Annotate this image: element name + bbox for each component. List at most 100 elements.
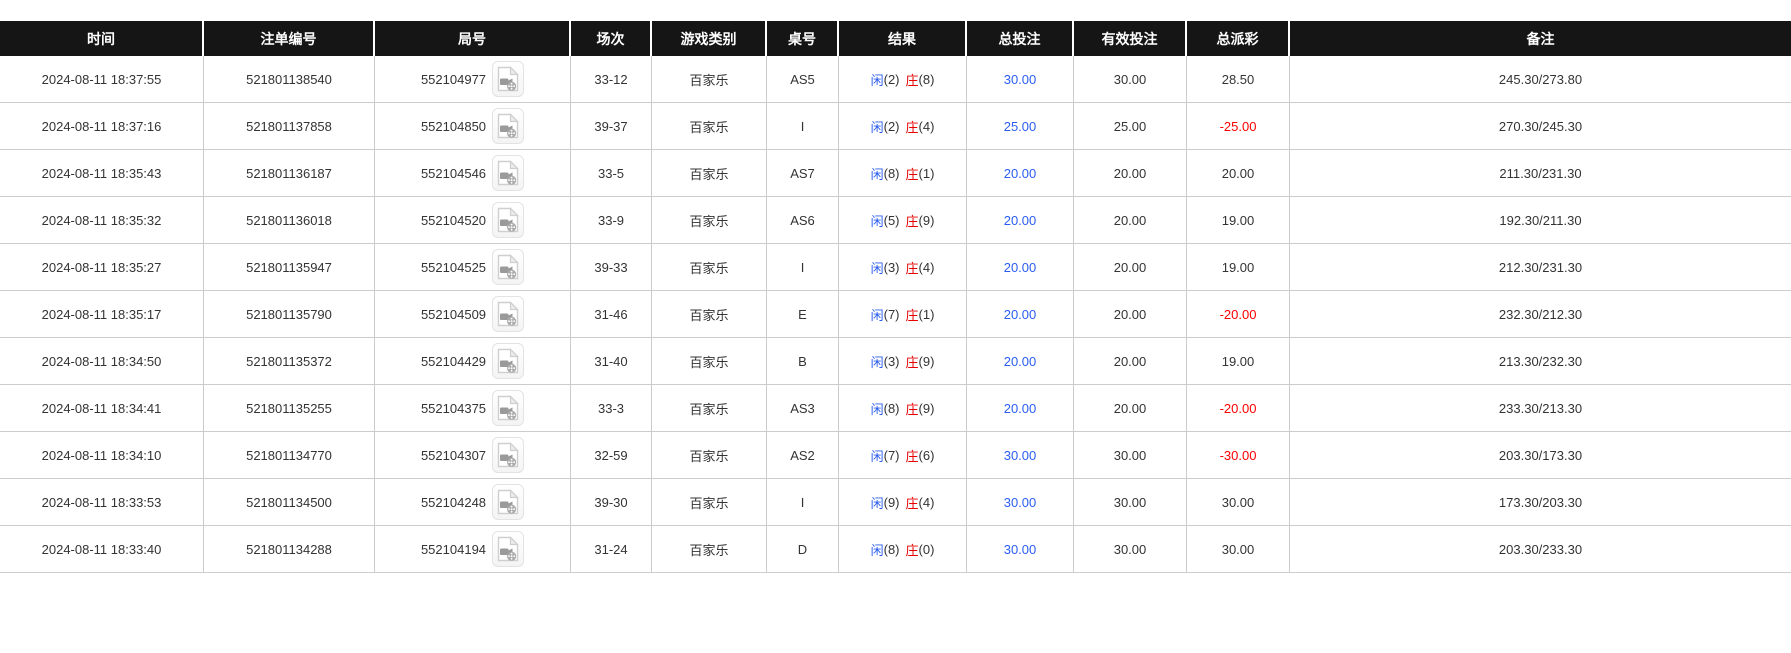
video-replay-button[interactable] [492, 155, 525, 191]
video-replay-button[interactable] [492, 531, 525, 567]
session-number: 39-37 [594, 118, 628, 134]
player-result-label: 闲 [870, 448, 884, 464]
remark-balance: 232.30/212.30 [1498, 306, 1583, 322]
bet-number: 521801137858 [246, 118, 332, 134]
table-number: I [800, 259, 805, 275]
game-result: 闲 (2) 庄 (4) [839, 103, 967, 149]
bet-time: 2024-08-11 18:37:16 [41, 118, 162, 134]
video-replay-button[interactable] [492, 296, 525, 332]
game-type: 百家乐 [689, 354, 729, 370]
session-number: 33-3 [597, 400, 625, 416]
table-row: 2024-08-11 18:34:41 521801135255 5521043… [0, 385, 1791, 432]
bet-time: 2024-08-11 18:34:41 [41, 400, 162, 416]
table-number: AS7 [790, 165, 815, 181]
table-number: AS5 [790, 71, 815, 87]
valid-bet-amount: 20.00 [1113, 212, 1147, 228]
video-replay-button[interactable] [492, 249, 525, 285]
remark-balance: 233.30/213.30 [1498, 400, 1583, 416]
video-replay-button[interactable] [492, 437, 525, 473]
session-number: 33-5 [597, 165, 625, 181]
table-row: 2024-08-11 18:35:43 521801136187 5521045… [0, 150, 1791, 197]
table-header-row: 时间 注单编号 局号 场次 游戏类别 桌号 结果 总投注 有效投注 总派彩 备注 [0, 21, 1791, 56]
round-number: 552104850 [420, 118, 487, 134]
bet-number: 521801135790 [246, 306, 332, 322]
video-replay-button[interactable] [492, 343, 525, 379]
bet-time: 2024-08-11 18:35:32 [41, 212, 162, 228]
round-number: 552104307 [420, 447, 487, 463]
video-replay-button[interactable] [492, 202, 525, 238]
player-score: (3) [883, 259, 900, 275]
video-replay-icon [497, 66, 519, 92]
round-number: 552104525 [420, 259, 487, 275]
game-result: 闲 (8) 庄 (0) [839, 526, 967, 572]
round-number: 552104520 [420, 212, 487, 228]
player-result-label: 闲 [870, 354, 884, 370]
banker-score: (4) [918, 259, 935, 275]
video-replay-button[interactable] [492, 108, 525, 144]
table-row: 2024-08-11 18:34:10 521801134770 5521043… [0, 432, 1791, 479]
valid-bet-amount: 20.00 [1113, 165, 1147, 181]
total-payout-amount: 19.00 [1221, 212, 1255, 228]
game-result: 闲 (8) 庄 (1) [839, 150, 967, 196]
banker-score: (0) [918, 541, 935, 557]
remark-balance: 203.30/173.30 [1498, 447, 1583, 463]
player-score: (3) [883, 353, 900, 369]
session-number: 39-30 [594, 494, 628, 510]
col-header-round-number: 局号 [375, 21, 571, 56]
banker-result-label: 庄 [905, 166, 919, 182]
bet-number: 521801134500 [246, 494, 332, 510]
bet-number: 521801134770 [246, 447, 332, 463]
remark-balance: 192.30/211.30 [1499, 212, 1582, 228]
banker-result-label: 庄 [905, 354, 919, 370]
table-number: E [798, 306, 807, 322]
total-payout-amount: 20.00 [1221, 165, 1255, 181]
video-replay-icon [497, 160, 519, 186]
total-payout-amount: -20.00 [1219, 400, 1257, 416]
table-row: 2024-08-11 18:33:40 521801134288 5521041… [0, 526, 1791, 573]
player-result-label: 闲 [870, 307, 884, 323]
valid-bet-amount: 20.00 [1113, 259, 1147, 275]
banker-score: (9) [918, 400, 935, 416]
round-number: 552104977 [420, 71, 487, 87]
table-number: I [800, 118, 805, 134]
game-result: 闲 (8) 庄 (9) [839, 385, 967, 431]
total-bet-amount: 30.00 [1003, 447, 1037, 463]
col-header-table-number: 桌号 [767, 21, 839, 56]
banker-result-label: 庄 [905, 213, 919, 229]
total-bet-amount: 25.00 [1003, 118, 1037, 134]
game-type: 百家乐 [689, 119, 729, 135]
remark-balance: 212.30/231.30 [1498, 259, 1583, 275]
col-header-session: 场次 [571, 21, 652, 56]
video-replay-button[interactable] [492, 61, 525, 97]
game-result: 闲 (9) 庄 (4) [839, 479, 967, 525]
table-row: 2024-08-11 18:34:50 521801135372 5521044… [0, 338, 1791, 385]
bet-records-table: 时间 注单编号 局号 场次 游戏类别 桌号 结果 总投注 有效投注 总派彩 备注… [0, 21, 1791, 573]
total-bet-amount: 20.00 [1003, 259, 1037, 275]
col-header-bet-number: 注单编号 [204, 21, 375, 56]
bet-number: 521801135255 [246, 400, 332, 416]
player-result-label: 闲 [870, 72, 884, 88]
total-bet-amount: 30.00 [1003, 494, 1037, 510]
total-payout-amount: 30.00 [1221, 541, 1255, 557]
round-number: 552104375 [420, 400, 487, 416]
session-number: 39-33 [594, 259, 628, 275]
video-replay-button[interactable] [492, 484, 525, 520]
player-score: (8) [883, 400, 900, 416]
valid-bet-amount: 20.00 [1113, 400, 1147, 416]
total-bet-amount: 20.00 [1003, 306, 1037, 322]
game-result: 闲 (3) 庄 (4) [839, 244, 967, 290]
valid-bet-amount: 30.00 [1113, 71, 1147, 87]
game-type: 百家乐 [689, 260, 729, 276]
video-replay-button[interactable] [492, 390, 525, 426]
round-number: 552104429 [420, 353, 487, 369]
table-row: 2024-08-11 18:37:16 521801137858 5521048… [0, 103, 1791, 150]
col-header-total-payout: 总派彩 [1187, 21, 1290, 56]
video-replay-icon [497, 301, 519, 327]
banker-score: (1) [918, 306, 935, 322]
table-number: I [800, 494, 805, 510]
remark-balance: 211.30/231.30 [1499, 165, 1582, 181]
session-number: 33-9 [597, 212, 625, 228]
bet-number: 521801135372 [246, 353, 332, 369]
valid-bet-amount: 30.00 [1113, 447, 1147, 463]
video-replay-icon [497, 348, 519, 374]
